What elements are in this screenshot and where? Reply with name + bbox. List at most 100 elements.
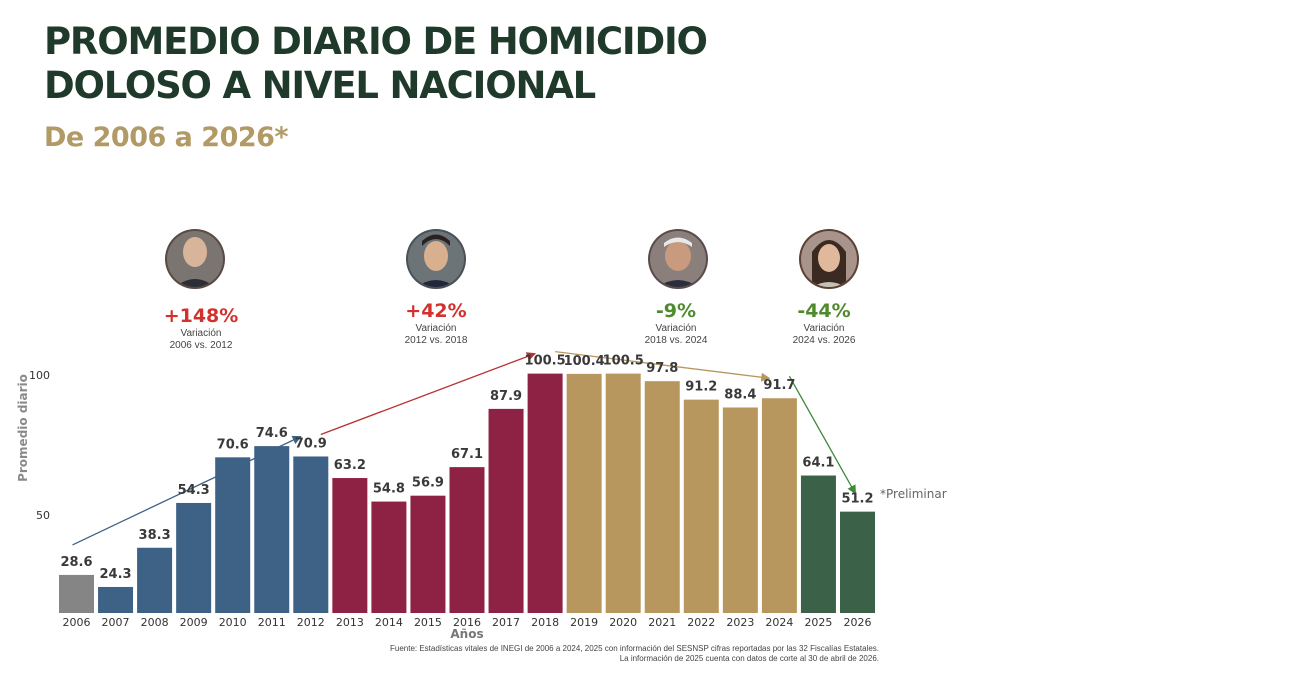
preliminary-note: *Preliminar: [880, 487, 947, 501]
year-label-2025: 2025: [804, 616, 832, 629]
value-label-2009: 54.3: [178, 483, 210, 498]
bar-2007: [98, 586, 134, 613]
trend-arrow-4: [788, 375, 857, 495]
bar-2025: [800, 475, 836, 613]
year-label-2012: 2012: [297, 616, 325, 629]
value-label-2007: 24.3: [100, 567, 132, 582]
portrait-sheinbaum: [799, 229, 859, 289]
year-label-2026: 2026: [844, 616, 872, 629]
bar-2018: [527, 373, 563, 613]
portrait-pena-nieto: [406, 229, 466, 289]
year-label-2019: 2019: [570, 616, 598, 629]
variation-label: Variación: [181, 328, 222, 339]
value-label-2015: 56.9: [412, 476, 444, 491]
variation-percent: -44%: [797, 300, 850, 322]
year-label-2011: 2011: [258, 616, 286, 629]
y-tick-label: 100: [29, 369, 50, 382]
variation-range: 2024 vs. 2026: [793, 335, 856, 346]
value-label-2012: 70.9: [295, 436, 327, 451]
bar-2021: [644, 381, 680, 613]
year-label-2009: 2009: [180, 616, 208, 629]
value-label-2022: 91.2: [685, 380, 717, 395]
portrait-lopez-obrador: [648, 229, 708, 289]
value-label-2010: 70.6: [217, 437, 249, 452]
bar-2009: [176, 502, 212, 613]
source-line-1: Fuente: Estadísticas vitales de INEGI de…: [390, 644, 879, 653]
year-label-2006: 2006: [63, 616, 91, 629]
bar-2006: [59, 574, 94, 613]
year-label-2008: 2008: [141, 616, 169, 629]
y-axis-title: Promedio diario: [16, 374, 30, 482]
bar-2020: [605, 373, 641, 613]
year-label-2022: 2022: [687, 616, 715, 629]
variation-percent: +42%: [405, 300, 466, 322]
title-line-2: DOLOSO A NIVEL NACIONAL: [44, 64, 596, 107]
value-label-2006: 28.6: [60, 555, 92, 570]
page-subtitle: De 2006 a 2026*: [44, 122, 289, 153]
year-label-2015: 2015: [414, 616, 442, 629]
value-label-2018: 100.5: [525, 354, 566, 369]
trend-arrow-3: [555, 350, 771, 382]
bar-2013: [332, 478, 368, 613]
variation-label: Variación: [804, 323, 845, 334]
bar-2015: [410, 495, 446, 613]
variation-percent: -9%: [656, 300, 696, 322]
value-label-2019: 100.4: [564, 354, 605, 369]
page-title: PROMEDIO DIARIO DE HOMICIDIO DOLOSO A NI…: [44, 20, 708, 108]
value-label-2017: 87.9: [490, 389, 522, 404]
year-label-2018: 2018: [531, 616, 559, 629]
portrait-calderon: [165, 229, 225, 289]
year-label-2010: 2010: [219, 616, 247, 629]
bar-2012: [293, 456, 329, 613]
bar-2017: [488, 408, 524, 613]
title-line-1: PROMEDIO DIARIO DE HOMICIDIO: [44, 20, 708, 63]
value-label-2024: 91.7: [763, 378, 795, 393]
bar-2022: [683, 399, 719, 613]
year-label-2007: 2007: [102, 616, 130, 629]
bar-2019: [566, 373, 602, 613]
bars: 28.6 2006 24.3 2007 38.3 2008 54.3 2009 70.6 2010…: [59, 354, 875, 629]
value-label-2026: 51.2: [841, 492, 873, 507]
year-label-2021: 2021: [648, 616, 676, 629]
bar-2026: [840, 511, 875, 613]
variation-label: Variación: [416, 323, 457, 334]
value-label-2023: 88.4: [724, 387, 756, 402]
variation-range: 2006 vs. 2012: [170, 340, 233, 351]
bar-2016: [449, 467, 485, 613]
year-label-2023: 2023: [726, 616, 754, 629]
value-label-2020: 100.5: [603, 354, 644, 369]
value-label-2016: 67.1: [451, 447, 483, 462]
year-label-2013: 2013: [336, 616, 364, 629]
bar-2024: [761, 398, 797, 613]
bar-2010: [215, 457, 251, 613]
year-label-2024: 2024: [765, 616, 793, 629]
value-label-2011: 74.6: [256, 426, 288, 441]
source-line-2: La información de 2025 cuenta con datos …: [620, 654, 879, 663]
year-label-2016: 2016: [453, 616, 481, 629]
bar-2011: [254, 446, 290, 613]
variation-label: Variación: [656, 323, 697, 334]
bar-2008: [137, 547, 173, 613]
bar-2023: [722, 407, 758, 613]
year-label-2014: 2014: [375, 616, 403, 629]
year-label-2017: 2017: [492, 616, 520, 629]
bar-2014: [371, 501, 407, 613]
value-label-2021: 97.8: [646, 361, 678, 376]
variation-percent: +148%: [164, 305, 239, 327]
year-label-2020: 2020: [609, 616, 637, 629]
trend-arrow-2: [320, 352, 536, 436]
value-label-2025: 64.1: [802, 456, 834, 471]
variation-range: 2018 vs. 2024: [645, 335, 708, 346]
value-label-2013: 63.2: [334, 458, 366, 473]
x-axis-title: Años: [450, 627, 483, 641]
value-label-2008: 38.3: [139, 528, 171, 543]
y-tick-label: 50: [36, 509, 50, 522]
variation-range: 2012 vs. 2018: [405, 335, 468, 346]
value-label-2014: 54.8: [373, 482, 405, 497]
